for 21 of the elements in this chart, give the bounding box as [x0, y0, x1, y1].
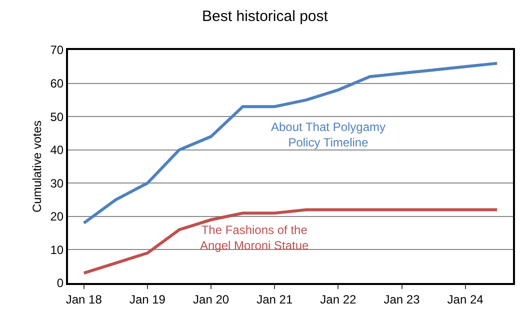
y-tick-label: 60: [50, 76, 64, 90]
line-series: [82, 62, 499, 225]
y-tick-label: 70: [50, 43, 64, 58]
y-tick-label: 0: [56, 276, 64, 290]
x-tick-label: Jan 23: [384, 292, 420, 306]
line-series: [82, 208, 499, 275]
y-tick-label: 10: [50, 242, 64, 257]
x-tick-label: Jan 22: [320, 292, 357, 306]
chart-title: Best historical post: [202, 8, 329, 26]
x-tick-label: Jan 24: [447, 292, 484, 306]
x-tick-label: Jan 19: [129, 292, 166, 306]
series-label: About That Polygamy Policy Timeline: [271, 120, 386, 150]
y-tick-label: 30: [50, 176, 64, 190]
y-tick-label: 40: [50, 143, 64, 158]
y-tick-label: 50: [50, 110, 64, 124]
x-tick-label: Jan 18: [66, 292, 102, 306]
y-axis-title: Cumulative votes: [30, 120, 44, 213]
y-tick-label: 20: [50, 210, 64, 224]
x-tick-label: Jan 21: [256, 292, 293, 306]
series-label: The Fashions of the Angel Moroni Statue: [200, 223, 310, 253]
x-tick-label: Jan 20: [193, 292, 230, 306]
